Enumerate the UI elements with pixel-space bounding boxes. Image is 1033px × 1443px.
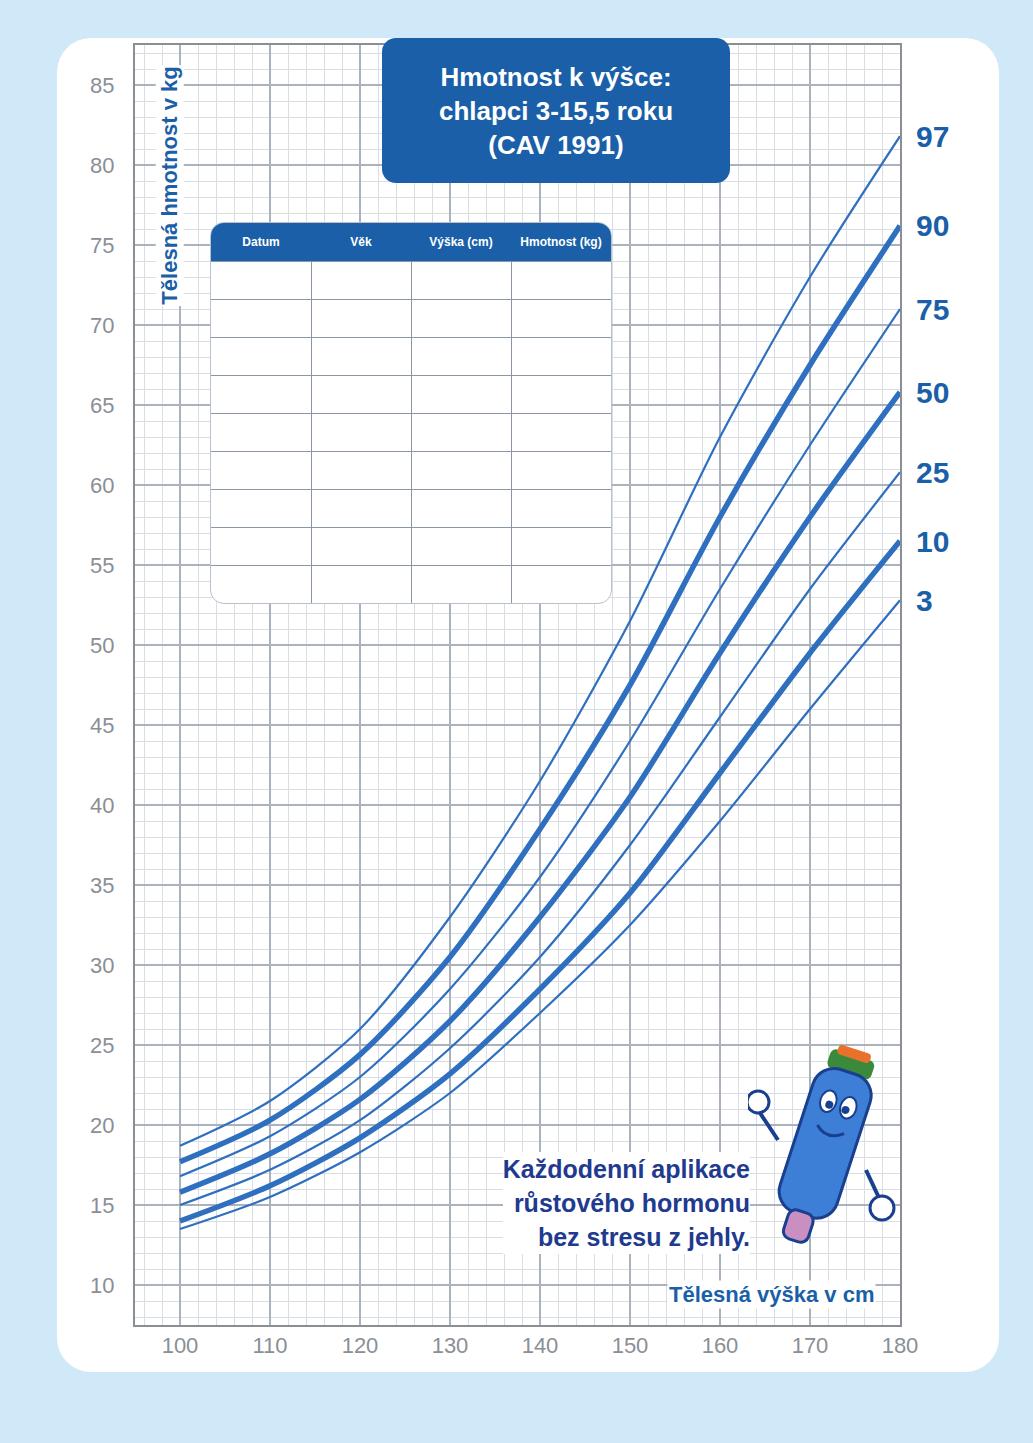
svg-text:170: 170 bbox=[792, 1333, 829, 1358]
svg-text:150: 150 bbox=[612, 1333, 649, 1358]
svg-text:65: 65 bbox=[90, 393, 114, 418]
html-text:Datum: Datum bbox=[242, 235, 280, 249]
svg-text:110: 110 bbox=[252, 1333, 287, 1358]
svg-text:10: 10 bbox=[916, 525, 949, 558]
svg-text:160: 160 bbox=[702, 1333, 739, 1358]
svg-text:90: 90 bbox=[916, 209, 949, 242]
svg-text:50: 50 bbox=[90, 633, 114, 658]
html-text:Hmotnost k výšce:: Hmotnost k výšce: bbox=[440, 61, 672, 92]
svg-text:55: 55 bbox=[90, 553, 114, 578]
svg-text:10: 10 bbox=[90, 1273, 114, 1298]
svg-text:25: 25 bbox=[916, 456, 949, 489]
svg-text:25: 25 bbox=[90, 1033, 114, 1058]
svg-text:80: 80 bbox=[90, 153, 114, 178]
svg-text:130: 130 bbox=[432, 1333, 469, 1358]
html-text:chlapci 3-15,5 roku: chlapci 3-15,5 roku bbox=[438, 95, 673, 126]
html-text:Výška (cm): Výška (cm) bbox=[429, 235, 493, 249]
svg-text:20: 20 bbox=[90, 1113, 114, 1138]
svg-text:75: 75 bbox=[916, 293, 949, 326]
svg-text:97: 97 bbox=[916, 120, 949, 153]
svg-text:40: 40 bbox=[90, 793, 114, 818]
html-text:bez stresu z jehly.: bez stresu z jehly. bbox=[537, 1223, 750, 1251]
svg-text:35: 35 bbox=[90, 873, 114, 898]
svg-text:140: 140 bbox=[522, 1333, 559, 1358]
svg-text:75: 75 bbox=[90, 233, 114, 258]
svg-text:3: 3 bbox=[916, 584, 933, 617]
svg-text:15: 15 bbox=[90, 1193, 114, 1218]
html-text:růstového hormonu: růstového hormonu bbox=[513, 1189, 750, 1217]
html-text:Hmotnost (kg): Hmotnost (kg) bbox=[520, 235, 602, 249]
svg-text:Tělesná hmotnost v kg: Tělesná hmotnost v kg bbox=[157, 66, 182, 304]
svg-text:70: 70 bbox=[90, 313, 114, 338]
svg-text:30: 30 bbox=[90, 953, 114, 978]
svg-text:45: 45 bbox=[90, 713, 114, 738]
svg-text:180: 180 bbox=[882, 1333, 919, 1358]
html-text:Věk: Věk bbox=[350, 235, 372, 249]
svg-text:60: 60 bbox=[90, 473, 114, 498]
svg-text:50: 50 bbox=[916, 376, 949, 409]
svg-text:120: 120 bbox=[342, 1333, 379, 1358]
svg-text:Tělesná výška v cm: Tělesná výška v cm bbox=[669, 1282, 874, 1307]
svg-text:85: 85 bbox=[90, 73, 114, 98]
html-text:Každodenní aplikace: Každodenní aplikace bbox=[502, 1155, 750, 1183]
html-text:(CAV 1991): (CAV 1991) bbox=[488, 129, 624, 160]
svg-text:100: 100 bbox=[162, 1333, 199, 1358]
